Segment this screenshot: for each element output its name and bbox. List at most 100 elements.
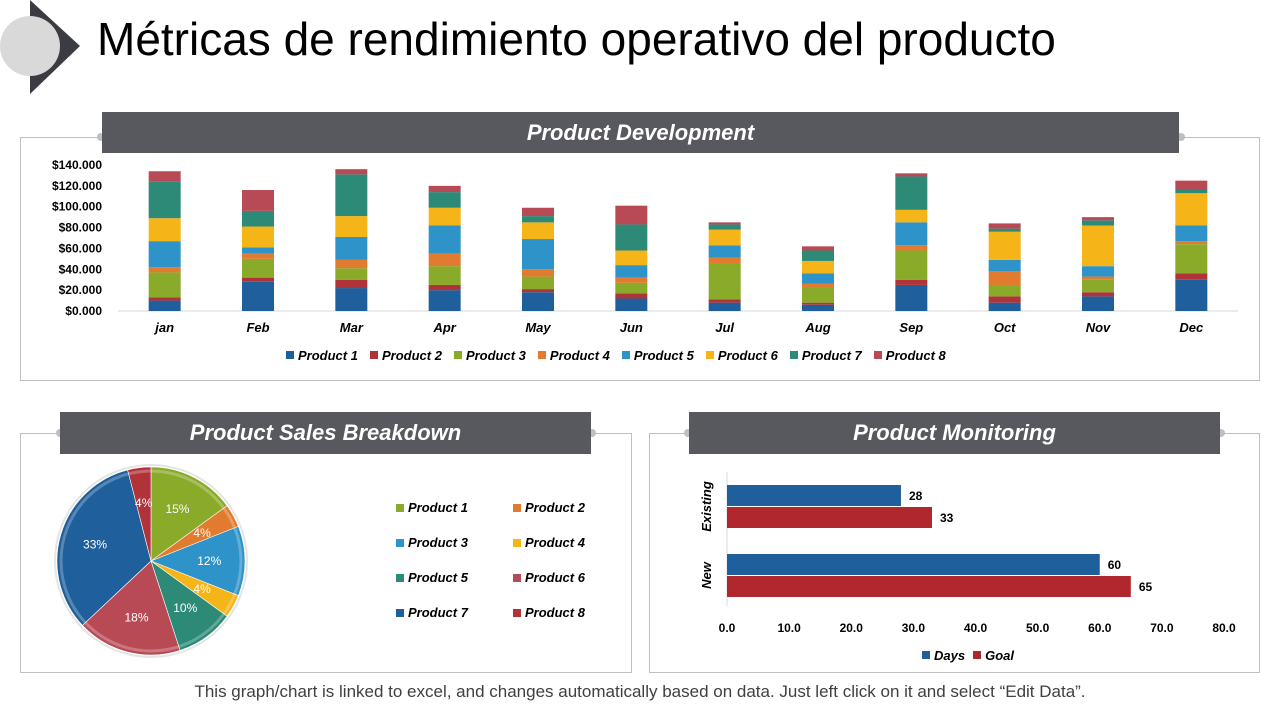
legend-swatch <box>705 351 714 359</box>
product-development-legend: Product 1 Product 2 Product 3 Product 4 Prod… <box>286 347 958 363</box>
x-tick-label: 50.0 <box>1026 621 1050 635</box>
bar-segment <box>988 259 1021 272</box>
y-tick-label: $120.000 <box>52 179 102 193</box>
bar-segment <box>615 298 648 311</box>
legend-label: Product 8 <box>885 347 946 363</box>
bar-segment <box>708 229 741 246</box>
bar-segment <box>895 279 928 285</box>
legend-label: Product 8 <box>525 605 585 620</box>
legend-swatch <box>537 351 546 359</box>
bar-segment <box>1082 276 1114 280</box>
y-tick-label: $0.000 <box>65 304 102 318</box>
legend-swatch <box>922 651 930 659</box>
bar-segment <box>895 222 928 246</box>
legend-item: Product 5 <box>396 570 468 585</box>
legend-swatch <box>396 573 404 582</box>
legend-swatch <box>369 351 378 359</box>
x-tick-label: Jul <box>715 320 734 335</box>
bar-segment <box>335 268 368 280</box>
legend-label: Product 3 <box>408 535 468 550</box>
bar-segment <box>1175 241 1208 245</box>
legend-item: Product 6 <box>705 347 778 363</box>
bar-segment <box>428 284 461 291</box>
bar-segment <box>988 271 1021 286</box>
bar-segment <box>148 181 181 219</box>
legend-label: Product 4 <box>549 347 610 363</box>
bar-segment <box>242 247 274 254</box>
legend-label: Product 1 <box>408 500 468 515</box>
bar-segment <box>802 260 834 274</box>
bar-segment <box>1082 292 1114 297</box>
bar-segment <box>335 279 368 289</box>
badge-circle <box>0 16 60 76</box>
bar-segment <box>615 293 648 299</box>
legend-item: Product 1 <box>286 348 358 363</box>
legend-item: Days <box>922 648 965 663</box>
pie-slice-label: 4% <box>193 526 211 540</box>
pie-slice-label: 10% <box>173 601 197 615</box>
bar-segment <box>522 216 554 223</box>
bar-segment <box>522 269 554 277</box>
x-tick-label: 40.0 <box>964 621 988 635</box>
bar-segment <box>802 302 834 305</box>
legend-swatch <box>396 538 404 547</box>
bar-segment <box>522 207 554 217</box>
legend-label: Product 6 <box>717 347 778 363</box>
x-tick-label: Oct <box>994 320 1016 335</box>
bar-segment <box>802 273 834 284</box>
legend-label: Product 1 <box>298 347 358 363</box>
hbar <box>727 554 1100 575</box>
bar-segment <box>428 207 461 226</box>
bar-segment <box>895 209 928 223</box>
x-tick-label: Jun <box>620 320 643 335</box>
bar-segment <box>522 239 554 270</box>
bar-segment <box>148 267 181 273</box>
bar-segment <box>242 226 274 248</box>
bar-segment <box>1175 279 1208 311</box>
hbar-value-label: 33 <box>940 511 954 525</box>
pie-outline <box>54 464 248 658</box>
x-tick-label: 30.0 <box>902 621 926 635</box>
pie-slice <box>82 560 181 656</box>
bar-segment <box>708 263 741 300</box>
hbar <box>727 507 933 528</box>
bar-segment <box>1175 225 1208 242</box>
panel-knob <box>1177 133 1185 141</box>
bar-segment <box>1175 193 1208 226</box>
x-tick-label: Aug <box>804 320 830 335</box>
bar-segment <box>708 222 741 225</box>
x-tick-label: Sep <box>899 320 923 335</box>
bar-segment <box>1082 220 1114 226</box>
hbar-value-label: 65 <box>1139 580 1153 594</box>
legend-label: Product 3 <box>465 347 526 363</box>
bar-segment <box>428 266 461 285</box>
pie-slice-label: 33% <box>83 538 107 552</box>
bar-segment <box>428 185 461 193</box>
pie-slice <box>56 469 152 626</box>
legend-label: Product 5 <box>408 570 468 585</box>
x-tick-label: Nov <box>1086 320 1111 335</box>
corner-badge-icon <box>0 0 80 94</box>
bar-segment <box>522 276 554 290</box>
legend-label: Days <box>934 647 966 663</box>
product-monitoring-header: Product Monitoring <box>689 412 1220 454</box>
panel-knob <box>1217 429 1225 437</box>
bar-segment <box>615 205 648 225</box>
pie-inner-ring <box>59 469 243 653</box>
bar-segment <box>1082 296 1114 311</box>
bar-segment <box>708 299 741 303</box>
legend-label: Product 4 <box>525 535 585 550</box>
x-tick-label: Mar <box>340 320 364 335</box>
bar-segment <box>708 302 741 311</box>
bar-segment <box>148 218 181 242</box>
x-tick-label: jan <box>153 320 174 335</box>
bar-segment <box>242 277 274 282</box>
bar-segment <box>522 292 554 311</box>
panel-knob <box>97 133 105 141</box>
bar-segment <box>1175 273 1208 280</box>
bar-segment <box>615 277 648 283</box>
x-tick-label: 80.0 <box>1212 621 1236 635</box>
